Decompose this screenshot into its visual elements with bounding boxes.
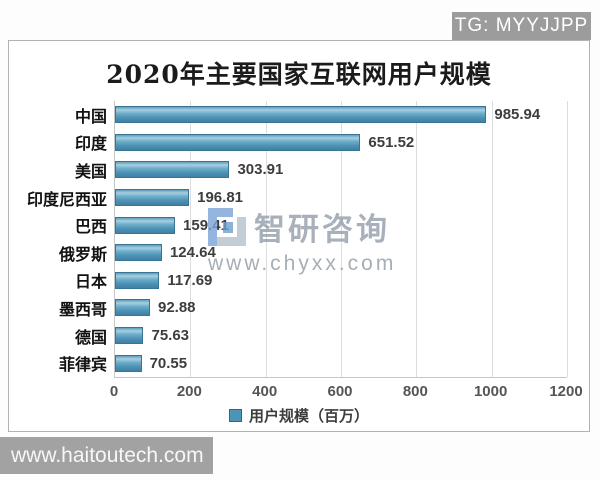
bar-track: 75.63 xyxy=(115,327,567,345)
x-axis-ticks: 0 200 400 600 800 1000 1200 xyxy=(110,383,583,401)
bar xyxy=(115,271,160,289)
bar-value-label: 159.41 xyxy=(183,216,229,234)
site-watermark-badge: www.haitoutech.com xyxy=(0,437,213,474)
bar-row: 菲律宾 70.55 xyxy=(9,349,589,377)
bar xyxy=(115,161,230,179)
chart-panel: 2020年主要国家互联网用户规模 中国 985.94 印度 651.52 美国 303.9… xyxy=(8,40,590,432)
bar-track: 92.88 xyxy=(115,299,567,317)
bar-row: 日本 117.69 xyxy=(9,267,589,295)
site-watermark-text: www.haitoutech.com xyxy=(11,443,204,467)
tg-contact-text: TG: MYYJJPP xyxy=(454,15,589,36)
plot-area xyxy=(114,101,568,378)
x-tick-label: 800 xyxy=(402,383,428,400)
bar xyxy=(115,327,144,345)
watermark-row: 智研咨询 xyxy=(208,204,396,249)
bar xyxy=(115,244,162,262)
bar-value-label: 70.55 xyxy=(149,354,188,372)
bar-track: 117.69 xyxy=(115,271,567,289)
gridline-600 xyxy=(341,101,342,377)
gridline-200 xyxy=(190,101,192,377)
x-tick-label: 1000 xyxy=(473,383,508,400)
category-label: 日本 xyxy=(74,274,107,292)
bar-value-label: 651.52 xyxy=(368,133,415,151)
bar-row: 巴西 159.41 xyxy=(9,211,589,239)
bar-row: 印度 651.52 xyxy=(9,129,589,157)
bar-track: 124.64 xyxy=(115,244,567,262)
bar xyxy=(115,354,142,372)
watermark-url-text: www.chyxx.com xyxy=(208,252,397,275)
bar-track: 985.94 xyxy=(115,106,567,124)
bar-track: 651.52 xyxy=(115,133,567,151)
chyxx-logo-icon xyxy=(208,207,246,246)
bar-row: 印度尼西亚 196.81 xyxy=(9,184,589,212)
bar-value-label: 75.63 xyxy=(151,327,190,345)
bar-row: 美国 303.91 xyxy=(9,156,589,184)
bar xyxy=(115,133,361,151)
x-tick-label: 1200 xyxy=(549,383,583,400)
bar-value-label: 303.91 xyxy=(237,161,284,179)
bar xyxy=(115,106,487,124)
bar-row: 墨西哥 92.88 xyxy=(9,294,589,322)
category-label: 美国 xyxy=(74,163,107,181)
category-label: 巴西 xyxy=(74,219,107,237)
bar-rows: 中国 985.94 印度 651.52 美国 303.91 印度尼西亚 196.81 巴西 159… xyxy=(9,101,589,377)
chart-title: 2020年主要国家互联网用户规模 xyxy=(106,60,492,89)
legend: 用户规模（百万） xyxy=(9,405,589,426)
bar-track: 159.41 xyxy=(115,216,567,234)
bar-value-label: 124.64 xyxy=(169,244,216,262)
watermark: 智研咨询 www.chyxx.com xyxy=(208,204,396,276)
category-label: 印度尼西亚 xyxy=(26,191,107,209)
tg-contact-badge: TG: MYYJJPP xyxy=(452,12,591,40)
bar-row: 德国 75.63 xyxy=(9,322,589,350)
bar-value-label: 117.69 xyxy=(167,271,213,289)
bar-track: 70.55 xyxy=(115,354,567,372)
bar-track: 196.81 xyxy=(115,189,567,207)
x-tick-label: 200 xyxy=(176,383,202,400)
watermark-brand-text: 智研咨询 xyxy=(254,212,390,247)
bar-track: 303.91 xyxy=(115,161,567,179)
x-tick-label: 600 xyxy=(327,383,353,400)
gridline-800 xyxy=(416,101,418,377)
category-label: 菲律宾 xyxy=(58,357,107,375)
legend-marker-icon xyxy=(228,409,242,422)
x-tick-label: 400 xyxy=(252,383,278,400)
bar-value-label: 92.88 xyxy=(157,299,196,317)
category-label: 中国 xyxy=(74,108,107,126)
bar xyxy=(115,189,190,207)
category-label: 俄罗斯 xyxy=(58,246,107,264)
legend-label: 用户规模（百万） xyxy=(248,408,369,425)
bar xyxy=(115,299,150,317)
category-label: 德国 xyxy=(74,329,107,347)
category-label: 印度 xyxy=(74,136,107,154)
x-tick-label: 0 xyxy=(109,383,119,400)
category-label: 墨西哥 xyxy=(58,301,107,319)
gridline-400 xyxy=(265,101,267,377)
bar-row: 中国 985.94 xyxy=(9,101,589,129)
bar-value-label: 985.94 xyxy=(494,106,541,124)
gridline-1200 xyxy=(567,101,568,377)
bar-row: 俄罗斯 124.64 xyxy=(9,239,589,267)
bar xyxy=(115,216,176,234)
gridline-1000 xyxy=(491,101,493,377)
bar-value-label: 196.81 xyxy=(197,189,244,207)
